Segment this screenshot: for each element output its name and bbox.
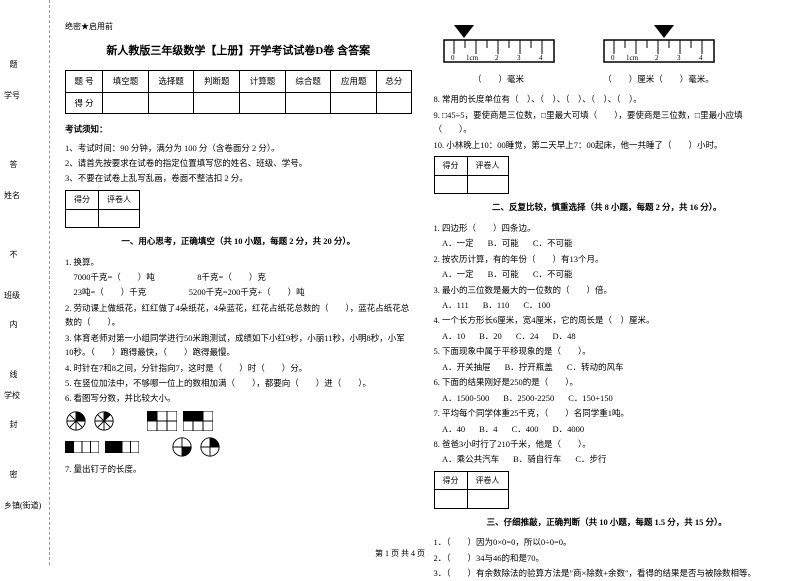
- svg-text:1cm: 1cm: [626, 54, 639, 62]
- secret-label: 绝密★启用前: [65, 20, 412, 34]
- q9: 9. □45÷5，要使商是三位数，□里最大可填（ ），要使商是三位数，□里最小应…: [434, 108, 781, 137]
- seal-char-7: 题: [8, 60, 19, 68]
- score-h3: 判断题: [194, 71, 240, 92]
- fraction-shapes-row1: [65, 410, 412, 432]
- score-h5: 综合题: [285, 71, 331, 92]
- score-row-label: 得 分: [66, 92, 103, 113]
- seal-char-4: 内: [8, 320, 19, 328]
- fraction-grid-icon: [147, 411, 177, 431]
- st-h2: 评卷人: [99, 190, 140, 209]
- c2-opts: A．一定B．可能C．不可能: [442, 267, 780, 281]
- q5: 5. 在竖位加法中，不够哪一位上的数相加满（ ），都要向（ ）进（ ）。: [65, 376, 412, 390]
- q2: 2. 劳动课上做纸花，红红做了4朵纸花，4朵蓝花，红花占纸花总数的（ ），蓝花占…: [65, 301, 412, 330]
- q6: 6. 看图写分数，并比较大小。: [65, 391, 412, 405]
- ruler-mark: 4: [539, 54, 543, 62]
- svg-text:4: 4: [699, 54, 703, 62]
- ruler-mark: 0: [451, 54, 455, 62]
- ruler-mark: 1cm: [466, 54, 479, 62]
- svg-text:0: 0: [611, 54, 615, 62]
- score-h2: 选择题: [148, 71, 194, 92]
- svg-text:2: 2: [655, 54, 659, 62]
- score-value-row: 得 分: [66, 92, 412, 113]
- q1b: 23吨=（ ）千克 5200千克=200千克+（ ）吨: [65, 285, 412, 299]
- q8: 8. 常用的长度单位有（ ）、（ ）、（ ）、（ ）、（ ）。: [434, 92, 781, 106]
- score-table: 题 号 填空题 选择题 判断题 计算题 综合题 应用题 总分 得 分: [65, 70, 412, 114]
- ruler-icon: 0 1cm 2 3 4: [594, 20, 724, 70]
- c6-opts: A．1500-500B．2500-2250C．150+150: [442, 391, 780, 405]
- q10: 10. 小林晚上10：00睡觉，第二天早上7：00起床，他一共睡了（ ）小时。: [434, 138, 781, 152]
- grader-table-1: 得分评卷人: [65, 190, 140, 228]
- binding-field-class: 班级: [4, 290, 20, 301]
- q3: 3. 体育老师对第一小组同学进行50米跑测试，成绩如下小红9秒，小丽11秒，小明…: [65, 331, 412, 360]
- fraction-bar-icon: [105, 441, 139, 453]
- notice-header: 考试须知：: [65, 122, 412, 136]
- c1: 1. 四边形（ ）四条边。: [434, 221, 781, 235]
- q1: 1. 换算。: [65, 255, 412, 269]
- c6: 6. 下面的结果刚好是250的是（ ）。: [434, 375, 781, 389]
- content-columns: 绝密★启用前 新人教版三年级数学【上册】开学考试试卷D卷 含答案 题 号 填空题…: [50, 0, 800, 565]
- c1-opts: A．一定B．可能C．不可能: [442, 236, 780, 250]
- fraction-grid-icon: [183, 411, 213, 431]
- section-1-title: 一、用心思考，正确填空（共 10 小题，每题 2 分，共 20 分）。: [65, 234, 412, 248]
- st-h1: 得分: [66, 190, 99, 209]
- fraction-circle-icon: [199, 436, 221, 458]
- seal-char-6: 答: [8, 160, 19, 168]
- c4: 4. 一个长方形长6厘米，宽4厘米，它的周长是（ ）厘米。: [434, 313, 781, 327]
- binding-field-town: 乡镇(街道): [4, 500, 41, 511]
- score-h4: 计算题: [240, 71, 286, 92]
- ruler-1-fill: （ ）毫米: [434, 72, 564, 86]
- ruler-icon: 0 1cm 2 3 4: [434, 20, 564, 70]
- c8-opts: A．乘公共汽车B．骑自行车C．步行: [442, 452, 780, 466]
- ruler-mark: 3: [517, 54, 521, 62]
- seal-char-3: 线: [8, 370, 19, 378]
- c8: 8. 爸爸3小时行了210千米，他是（ ）。: [434, 437, 781, 451]
- q7: 7. 量出钉子的长度。: [65, 462, 412, 476]
- q4: 4. 时针在7和8之间，分针指向7，这时是（ ）时（ ）分。: [65, 361, 412, 375]
- j3: 3．（ ）有余数除法的验算方法是"商×除数+余数"，看得的结果是否与被除数相等。: [434, 566, 781, 580]
- grader-table-3: 得分评卷人: [434, 471, 509, 509]
- fraction-bar-icon: [65, 441, 99, 453]
- section-3-title: 三、仔细推敲，正确判断（共 10 小题，每题 1.5 分，共 15 分）。: [434, 515, 781, 529]
- fraction-circle-icon: [171, 436, 193, 458]
- notice-1: 1、考试时间：90 分钟，满分为 100 分（含卷面分 2 分）。: [65, 141, 412, 155]
- fraction-circle-icon: [93, 410, 115, 432]
- binding-field-id: 学号: [4, 90, 20, 101]
- fraction-circle-icon: [65, 410, 87, 432]
- c7: 7. 平均每个同学体重25千克，（ ）名同学重1吨。: [434, 406, 781, 420]
- ruler-mark: 2: [495, 54, 499, 62]
- seal-char-1: 密: [8, 470, 19, 478]
- ruler-1: 0 1cm 2 3 4 （ ）毫米: [434, 20, 564, 86]
- score-h1: 填空题: [103, 71, 149, 92]
- q1a: 7000千克=（ ）吨 8千克=（ ）克: [65, 270, 412, 284]
- binding-field-school: 学校: [4, 390, 20, 401]
- binding-margin: 乡镇(街道) 学校 班级 姓名 学号 密 封 线 内 不 答 题: [0, 0, 50, 565]
- section-2-title: 二、反复比较，慎重选择（共 8 小题，每题 2 分，共 16 分）。: [434, 200, 781, 214]
- score-h6: 应用题: [331, 71, 377, 92]
- ruler-2: 0 1cm 2 3 4 （ ）厘米（ ）毫米。: [594, 20, 724, 86]
- c5-opts: A．开关抽屉B．拧开瓶盖C．转动的风车: [442, 360, 780, 374]
- grader-table-2: 得分评卷人: [434, 156, 509, 194]
- c2: 2. 按农历计算，有的年份（ ）有13个月。: [434, 252, 781, 266]
- ruler-area: 0 1cm 2 3 4 （ ）毫米: [434, 20, 781, 86]
- c4-opts: A．10B．20C．24D．48: [442, 329, 780, 343]
- seal-char-2: 封: [8, 420, 19, 428]
- c5: 5. 下面现象中属于平移现象的是（ ）。: [434, 344, 781, 358]
- right-column: 0 1cm 2 3 4 （ ）毫米: [434, 20, 781, 555]
- c3-opts: A．111B．110C．100: [442, 298, 780, 312]
- c7-opts: A．40B．4C．400D．4000: [442, 422, 780, 436]
- score-h0: 题 号: [66, 71, 103, 92]
- ruler-2-fill: （ ）厘米（ ）毫米。: [594, 72, 724, 86]
- svg-text:3: 3: [677, 54, 681, 62]
- seal-char-5: 不: [8, 250, 19, 258]
- binding-field-name: 姓名: [4, 190, 20, 201]
- score-h7: 总分: [377, 71, 411, 92]
- c3: 3. 最小的三位数是最大的一位数的（ ）倍。: [434, 283, 781, 297]
- fraction-shapes-row2: [65, 436, 412, 458]
- notice-3: 3、不要在试卷上乱写乱画，卷面不整洁扣 2 分。: [65, 171, 412, 185]
- score-header-row: 题 号 填空题 选择题 判断题 计算题 综合题 应用题 总分: [66, 71, 412, 92]
- exam-title: 新人教版三年级数学【上册】开学考试试卷D卷 含答案: [65, 42, 412, 61]
- left-column: 绝密★启用前 新人教版三年级数学【上册】开学考试试卷D卷 含答案 题 号 填空题…: [65, 20, 412, 555]
- page-footer: 第 1 页 共 4 页: [0, 548, 800, 559]
- notice-2: 2、请首先按要求在试卷的指定位置填写您的姓名、班级、学号。: [65, 156, 412, 170]
